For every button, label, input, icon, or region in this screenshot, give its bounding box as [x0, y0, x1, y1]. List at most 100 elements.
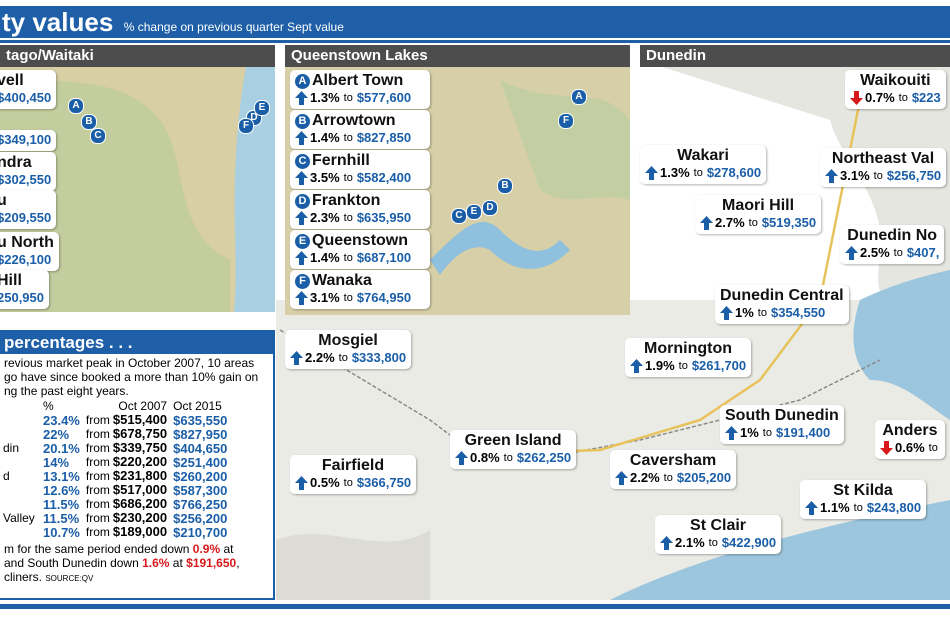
change-line: 1.4% to $827,850	[295, 130, 425, 146]
change-line: 1.1% to $243,800	[805, 500, 921, 516]
area-label: C Fernhill 3.5% to $582,400	[290, 150, 430, 189]
area-name: Anders	[882, 422, 938, 439]
arrow-icon	[295, 91, 308, 105]
connector: to	[343, 477, 353, 489]
map-marker: F	[558, 113, 574, 129]
oct-2015: $256,200	[173, 510, 228, 526]
map-marker: B	[497, 178, 513, 194]
value: $827,850	[356, 130, 412, 145]
arrow-icon	[725, 426, 738, 440]
value: $582,400	[356, 170, 412, 185]
from: from	[85, 441, 110, 455]
map-marker: A	[571, 89, 587, 105]
pct: 11.5%	[43, 496, 80, 512]
arrow-icon	[295, 476, 308, 490]
arrow-icon	[660, 536, 673, 550]
value: $209,550	[0, 210, 52, 225]
change: 0.6%	[895, 440, 925, 455]
arrow-icon	[805, 501, 818, 515]
subtitle: % change on previous quarter Sept value	[123, 20, 344, 34]
row-name: Valley	[0, 511, 40, 525]
arrow-icon	[850, 91, 863, 105]
arrow-icon	[720, 306, 733, 320]
intro-line: revious market peak in October 2007, 10 …	[4, 356, 255, 370]
arrow-icon	[295, 171, 308, 185]
area-name-row: F Wanaka	[295, 272, 425, 290]
value: $205,200	[676, 470, 732, 485]
change: 3.5%	[310, 170, 340, 185]
change-line: 0.6% to	[880, 440, 940, 456]
area-label: B Arrowtown 1.4% to $827,850	[290, 110, 430, 149]
change-line: 3.1% to $764,950	[295, 290, 425, 306]
from-value: from $339,750	[83, 441, 170, 455]
intro: revious market peak in October 2007, 10 …	[0, 354, 273, 400]
value: $349,100	[0, 132, 52, 147]
connector: to	[503, 452, 513, 464]
table-row: 22% from $678,750 $827,950	[0, 427, 230, 441]
change: 0.5%	[310, 475, 340, 490]
oct-2007: $230,200	[112, 510, 168, 525]
value: $635,950	[356, 210, 412, 225]
arrow-icon	[455, 451, 468, 465]
footer-text: 1.6%	[142, 556, 170, 570]
area-name-row: A Albert Town	[295, 72, 425, 90]
change: 1.3%	[660, 165, 690, 180]
panel-title: Queenstown Lakes	[285, 45, 630, 67]
from-value: from $678,750	[83, 427, 170, 441]
connector: to	[678, 360, 688, 372]
arrow-icon	[290, 351, 303, 365]
change-line: 1.3% to $577,600	[295, 90, 425, 106]
connector: to	[873, 170, 883, 182]
oct-2015: $587,300	[173, 482, 228, 498]
value: $687,100	[356, 250, 412, 265]
oct-2015: $260,200	[173, 468, 228, 484]
area-name: Wanaka	[312, 272, 372, 289]
area-name: Mornington	[644, 340, 733, 357]
connector: to	[893, 247, 903, 259]
area-label: Waikouiti 0.7% to $223	[845, 70, 946, 109]
map-marker: E	[254, 100, 270, 116]
letter-badge: D	[295, 194, 310, 209]
footer-text: $191,650	[186, 556, 237, 570]
oct-2015: $827,950	[173, 426, 228, 442]
area-name-row: D Frankton	[295, 192, 425, 210]
letter-badge: A	[295, 74, 310, 89]
area-name: Dunedin No	[847, 227, 938, 244]
pct: 22%	[43, 426, 70, 442]
area-name: South Dunedin	[725, 407, 839, 424]
row-name	[0, 455, 40, 469]
oct-2007: $686,200	[112, 496, 168, 511]
change: 1%	[740, 425, 759, 440]
value: $261,700	[691, 358, 747, 373]
arrow-icon	[845, 246, 858, 260]
area-label: Maori Hill 2.7% to $519,350	[695, 195, 822, 234]
area-name: Hill	[0, 272, 22, 289]
arrow-icon	[295, 291, 308, 305]
row-name-text: Valley	[3, 510, 35, 525]
row-name	[0, 427, 40, 441]
change: 2.5%	[860, 245, 890, 260]
value: $366,750	[356, 475, 412, 490]
footer-line: m for the same period ended down 0.9% at	[4, 542, 269, 556]
from: from	[85, 525, 110, 539]
from: from	[85, 469, 110, 483]
area-label: vell $400,450	[0, 70, 57, 109]
connector: to	[338, 352, 348, 364]
value: $262,250	[516, 450, 572, 465]
change-line: 1% to $191,400	[725, 425, 839, 441]
change-line: 2.1% to $422,900	[660, 535, 776, 551]
oct-2015: $210,700	[173, 524, 228, 540]
area-label: Northeast Val 3.1% to $256,750	[820, 148, 947, 187]
from: from	[85, 497, 110, 511]
header: ty values % change on previous quarter S…	[2, 6, 344, 38]
from: from	[85, 511, 110, 525]
change: 3.1%	[840, 168, 870, 183]
oct-2007: $220,200	[112, 454, 168, 469]
change-line: 2.7% to $519,350	[700, 215, 816, 231]
connector: to	[343, 292, 353, 304]
area-label: St Clair 2.1% to $422,900	[655, 515, 782, 554]
value: $243,800	[866, 500, 922, 515]
connector: to	[757, 307, 767, 319]
map-marker: B	[81, 114, 97, 130]
